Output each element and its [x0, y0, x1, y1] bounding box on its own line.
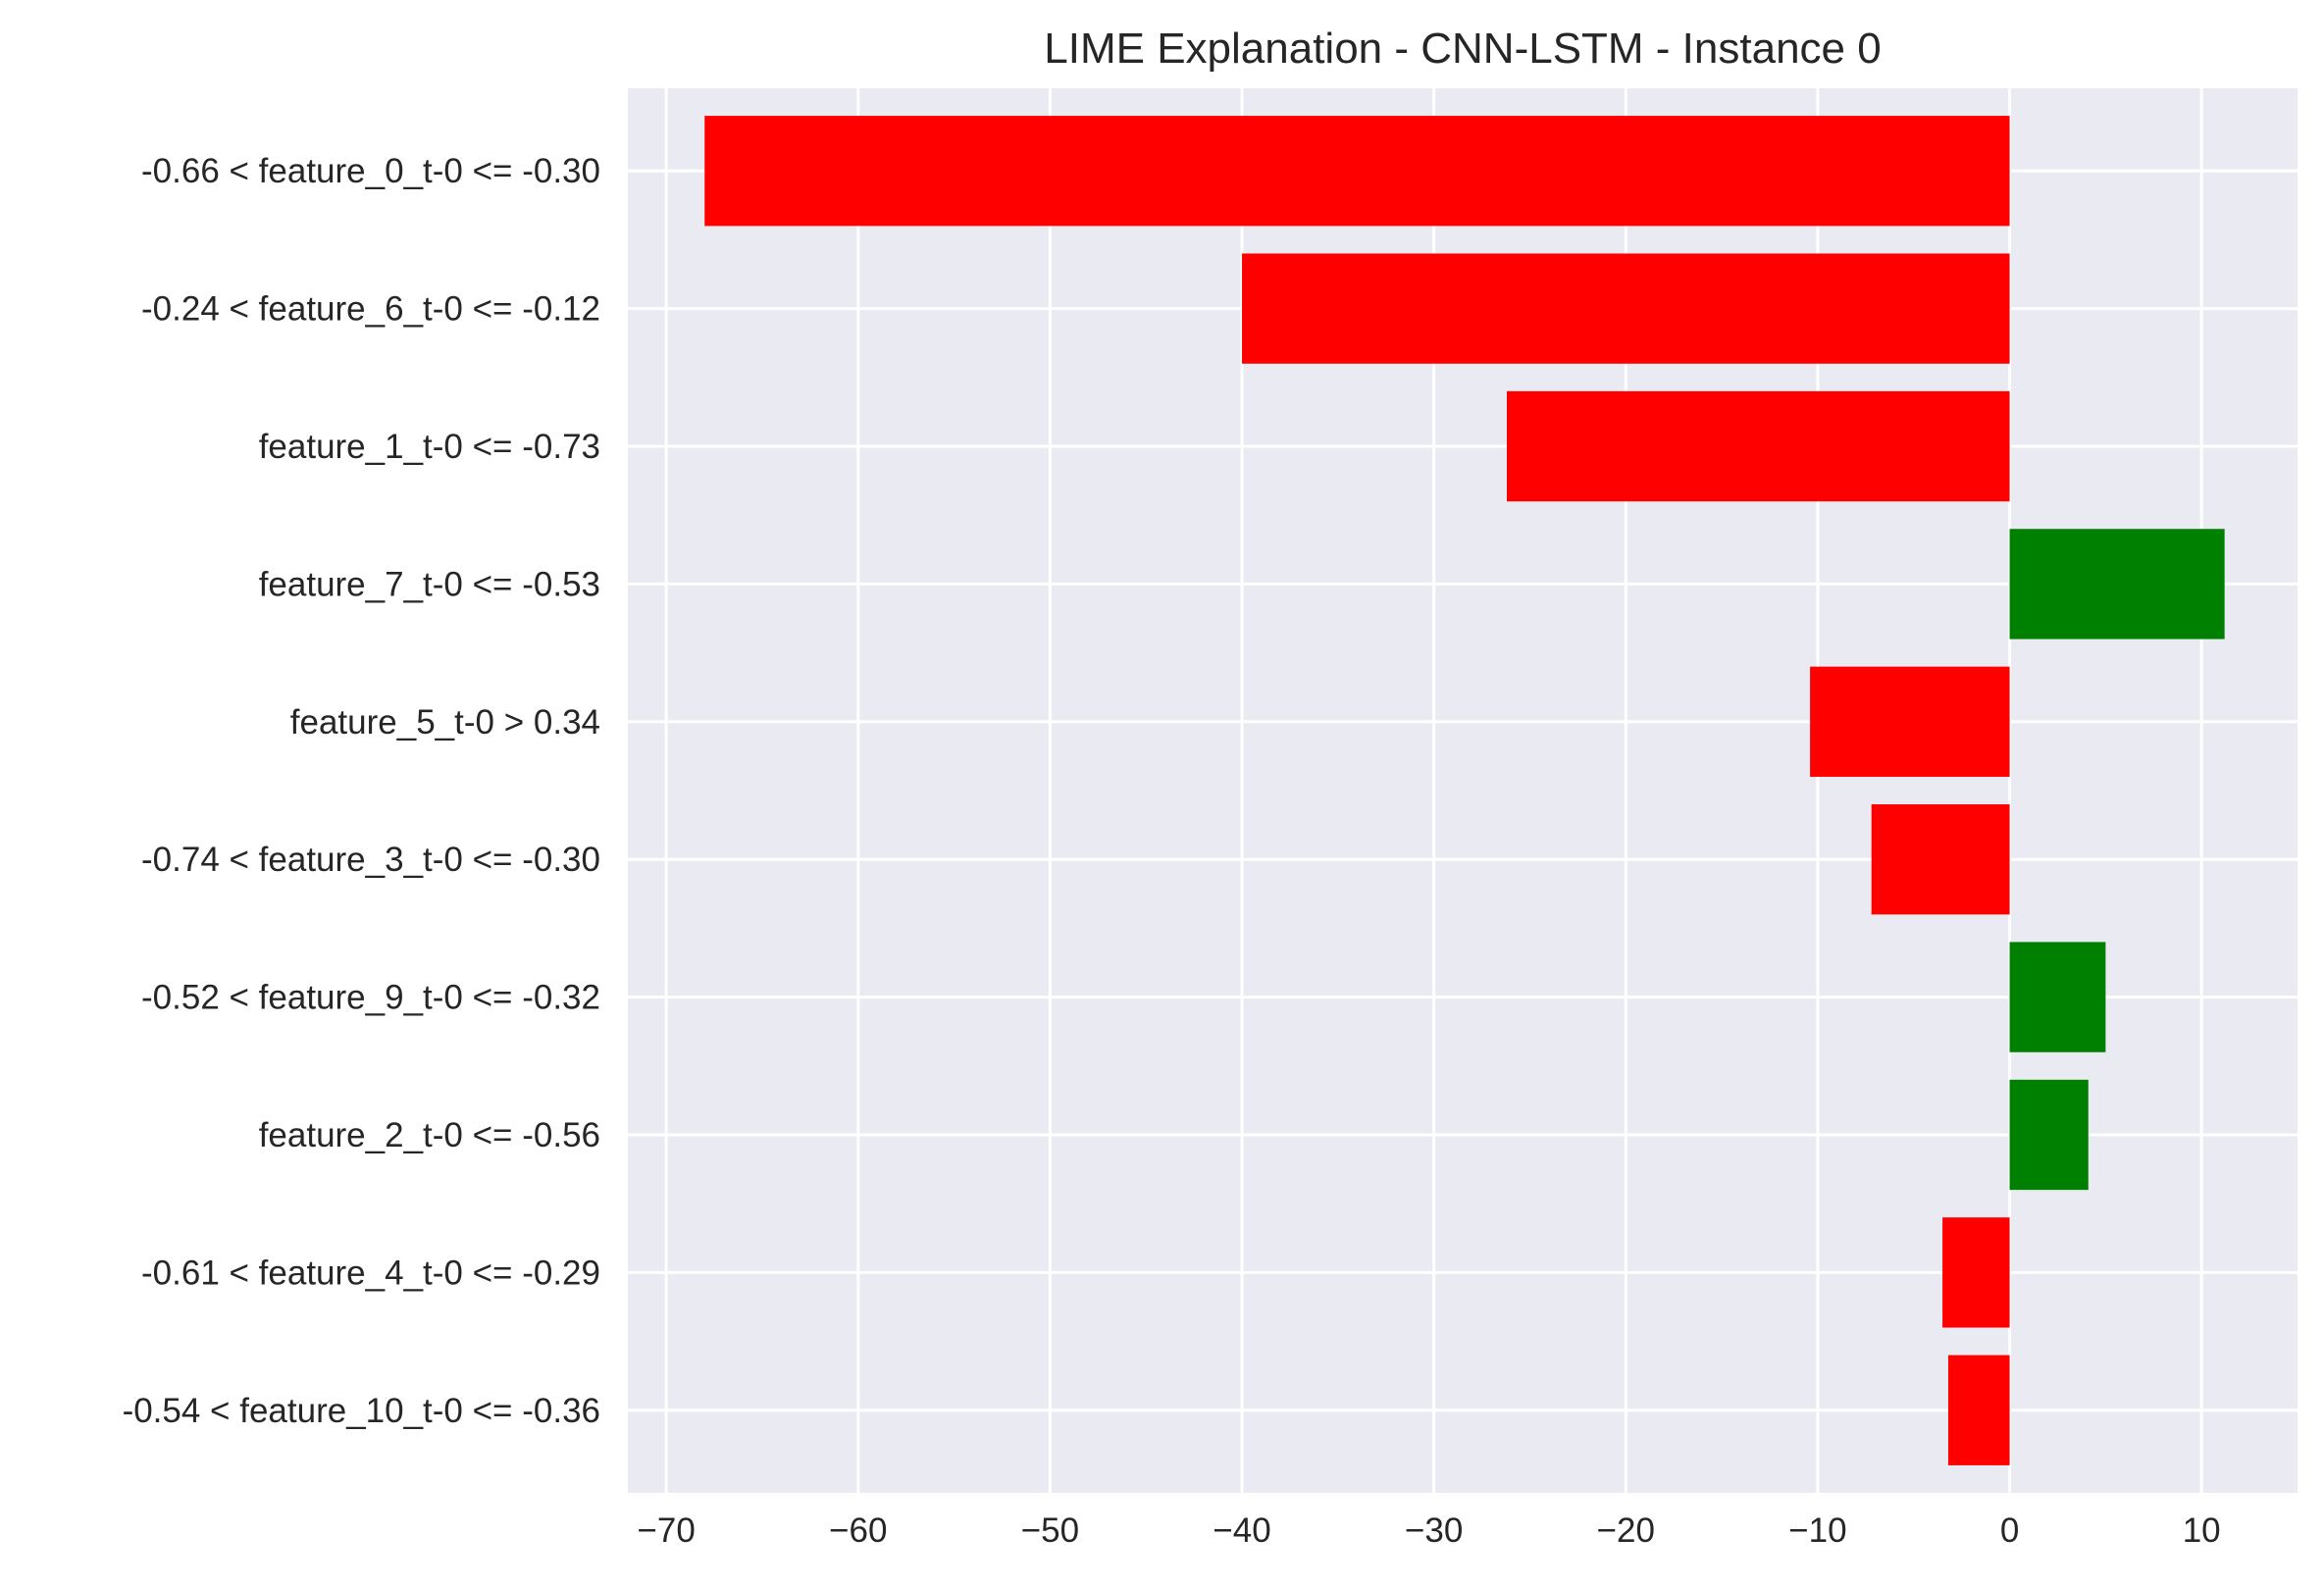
bar-1	[1242, 253, 2010, 364]
x-tick-label: 10	[2183, 1511, 2221, 1550]
bar-2	[1506, 390, 2010, 502]
y-tick-label: -0.24 < feature_6_t-0 <= -0.12	[141, 290, 600, 329]
x-tick-label: −60	[829, 1511, 887, 1550]
y-tick-label: -0.74 < feature_3_t-0 <= -0.30	[141, 841, 600, 879]
y-tick-labels: -0.66 < feature_0_t-0 <= -0.30 -0.24 < fe…	[123, 152, 600, 1430]
y-tick-label: feature_1_t-0 <= -0.73	[259, 428, 600, 466]
y-tick-label: -0.61 < feature_4_t-0 <= -0.29	[141, 1254, 600, 1292]
y-tick-label: -0.54 < feature_10_t-0 <= -0.36	[123, 1392, 600, 1430]
x-tick-label: −70	[637, 1511, 695, 1550]
x-tick-label: −10	[1788, 1511, 1846, 1550]
x-tick-labels: −70 −60 −50 −40 −30 −20 −10 0 10	[637, 1511, 2220, 1550]
x-tick-label: −20	[1597, 1511, 1655, 1550]
x-tick-label: 0	[2000, 1511, 2019, 1550]
bar-4	[1810, 666, 2010, 777]
bar-0	[704, 116, 2010, 227]
chart-title: LIME Explanation - CNN-LSTM - Instance 0	[1044, 25, 1881, 73]
bars	[704, 116, 2225, 1465]
x-tick-label: −40	[1213, 1511, 1270, 1550]
bar-7	[2009, 1079, 2089, 1191]
y-tick-label: -0.52 < feature_9_t-0 <= -0.32	[141, 979, 600, 1017]
bar-9	[1947, 1355, 2010, 1465]
bar-3	[2009, 529, 2225, 640]
bar-6	[2009, 942, 2106, 1052]
bar-8	[1942, 1217, 2010, 1328]
y-tick-label: -0.66 < feature_0_t-0 <= -0.30	[141, 152, 600, 190]
y-tick-label: feature_5_t-0 > 0.34	[290, 703, 600, 742]
x-tick-label: −50	[1021, 1511, 1079, 1550]
y-tick-label: feature_2_t-0 <= -0.56	[259, 1116, 600, 1154]
bar-5	[1871, 804, 2010, 915]
x-tick-label: −30	[1405, 1511, 1463, 1550]
y-tick-label: feature_7_t-0 <= -0.53	[259, 565, 600, 603]
